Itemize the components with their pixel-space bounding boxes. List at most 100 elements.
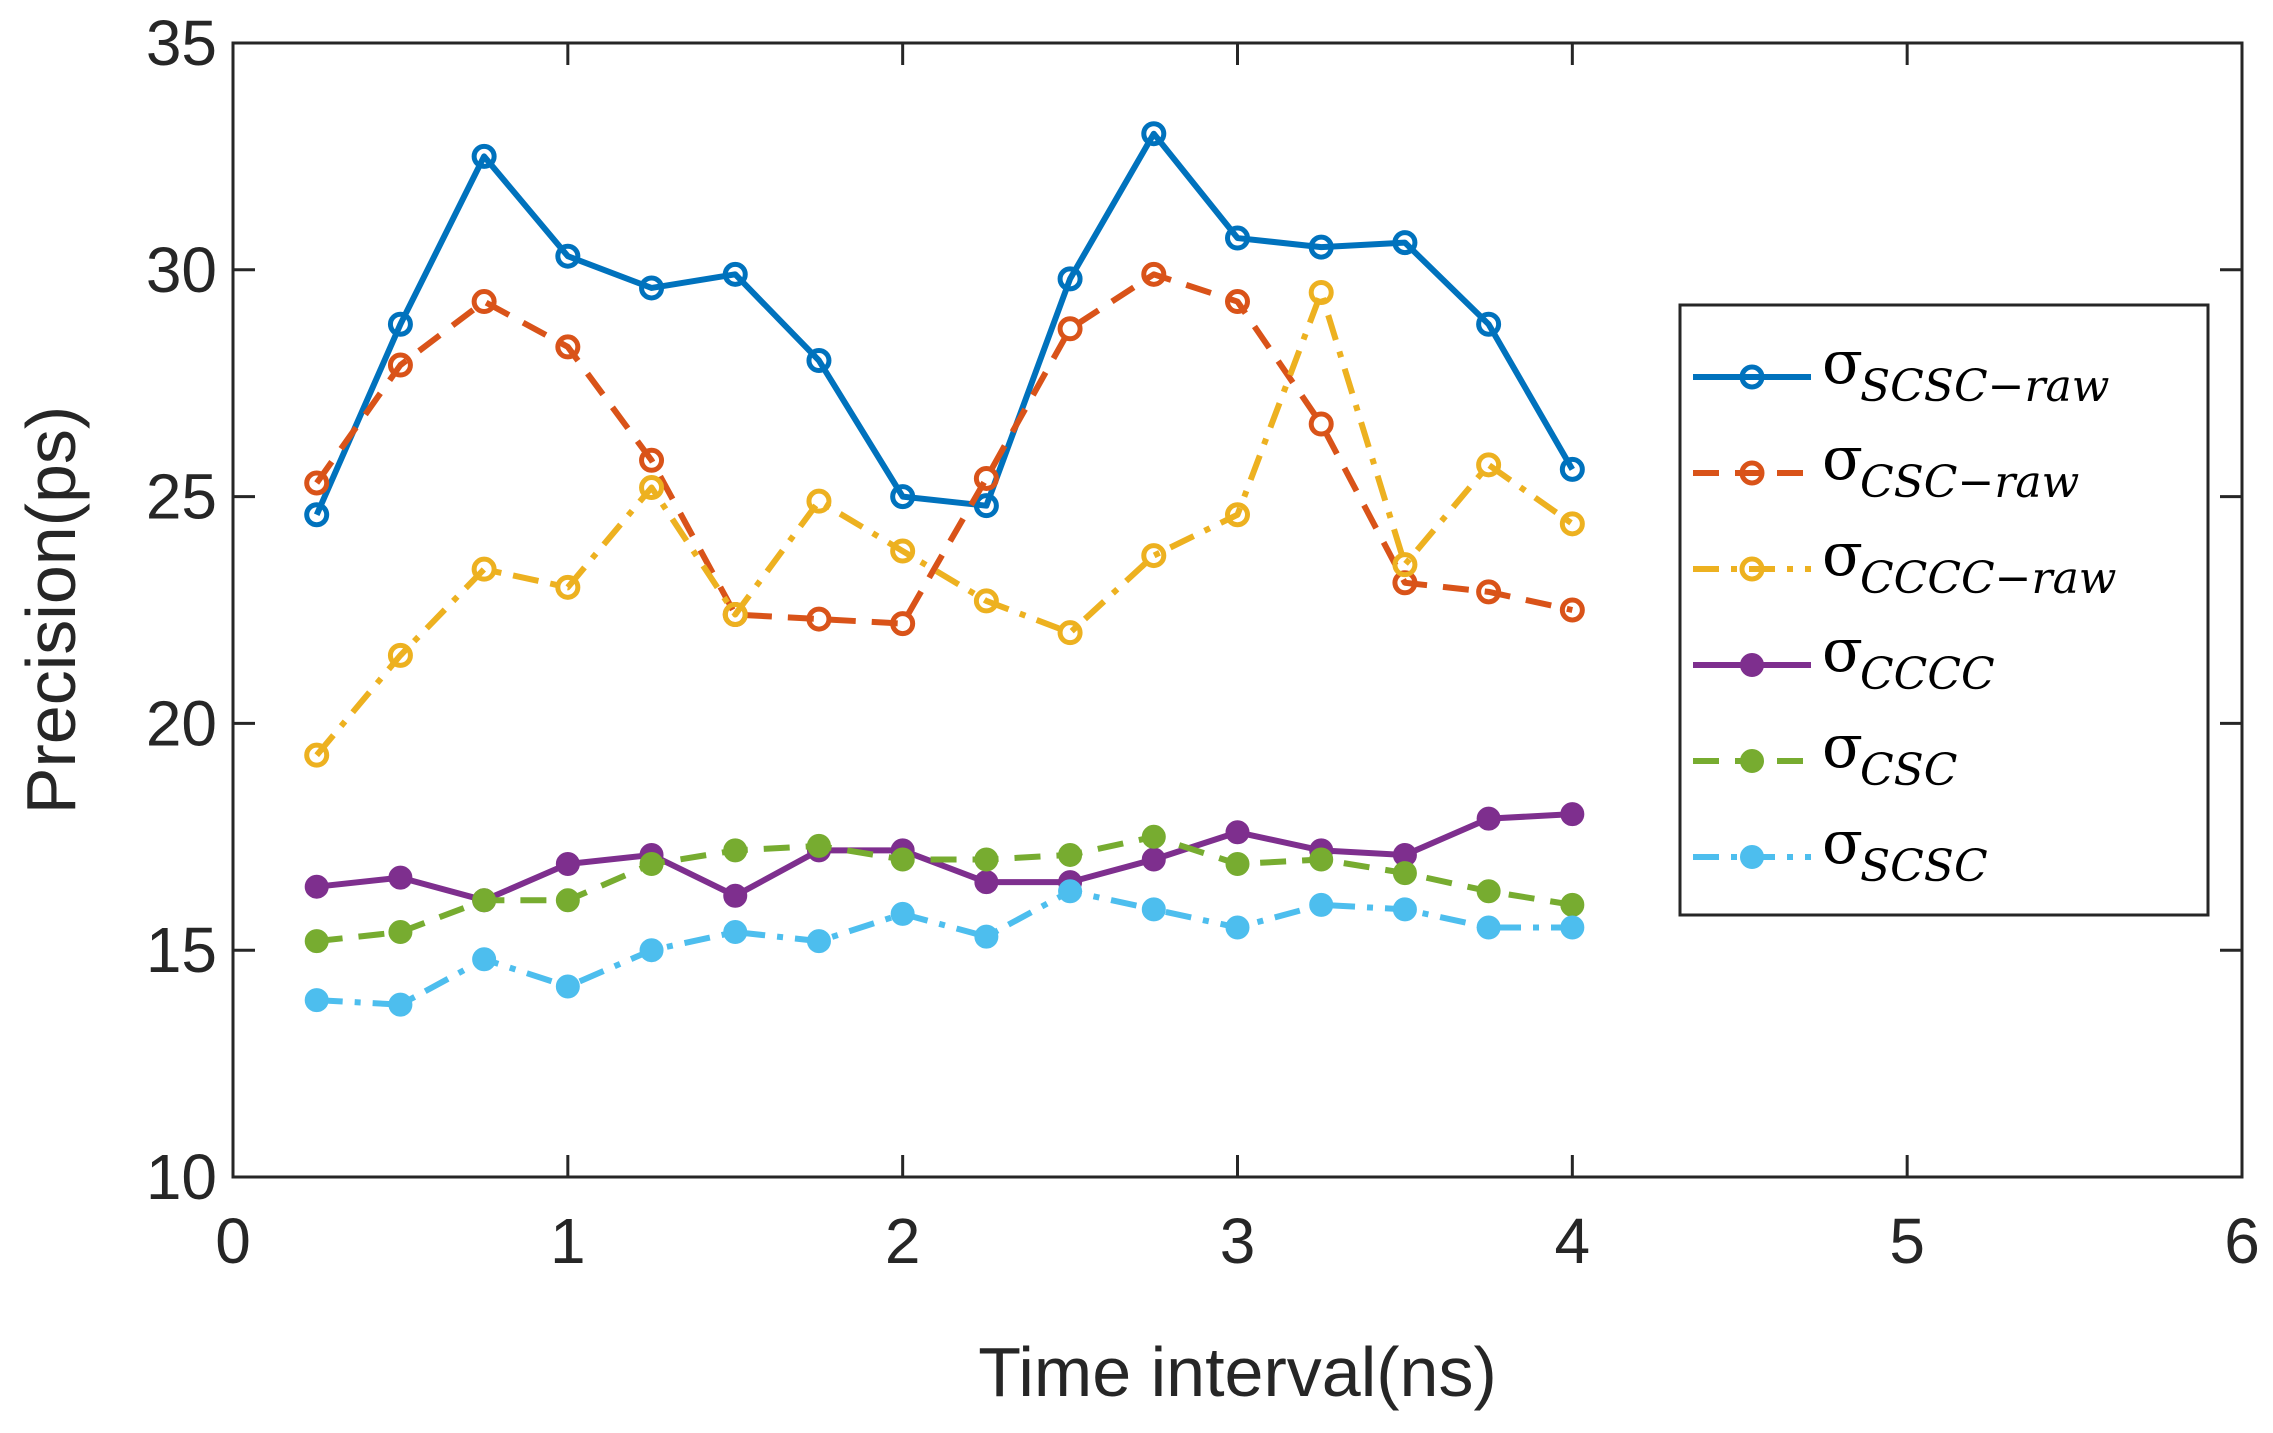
x-tick-label: 5: [1889, 1205, 1925, 1277]
series-line: [316, 811, 1573, 904]
data-point: [1308, 279, 1334, 305]
data-point: [1392, 552, 1418, 578]
legend-subscript: CSC−raw: [1860, 457, 2079, 508]
data-point: [555, 852, 580, 877]
y-tick-label: 30: [146, 234, 217, 306]
legend-subscript: CCCC: [1860, 649, 1995, 700]
data-point: [974, 847, 999, 872]
data-point: [1559, 511, 1585, 537]
data-point: [1225, 225, 1250, 251]
data-point: [974, 870, 999, 895]
data-point: [973, 493, 999, 519]
data-point: [472, 947, 497, 972]
y-tick-label: 10: [146, 1141, 217, 1213]
data-point: [1476, 806, 1501, 831]
series-3: [304, 279, 1585, 768]
data-point: [890, 538, 916, 564]
data-point: [639, 447, 665, 473]
x-tick-label: 0: [215, 1205, 251, 1277]
data-point: [890, 611, 916, 637]
data-point: [1476, 579, 1502, 605]
data-point: [1476, 452, 1502, 478]
legend-subscript: CCCC−raw: [1860, 553, 2116, 604]
data-point: [722, 602, 748, 628]
data-point: [723, 883, 748, 908]
legend-subscript: SCSC: [1860, 841, 1988, 892]
data-point: [388, 920, 413, 945]
data-point: [1141, 261, 1167, 287]
data-point: [1476, 311, 1502, 337]
legend-marker: [1739, 556, 1765, 582]
data-point: [1392, 230, 1418, 256]
data-point: [1225, 289, 1250, 315]
series-6: [304, 879, 1585, 1017]
data-point: [1560, 802, 1585, 827]
data-point: [1141, 824, 1166, 849]
data-point: [974, 924, 999, 949]
data-point: [1476, 915, 1501, 940]
series-2: [304, 261, 1585, 637]
data-point: [1225, 502, 1250, 528]
data-point: [806, 833, 831, 858]
data-point: [1058, 842, 1083, 867]
legend-symbol: σ: [1822, 616, 1863, 686]
data-point: [555, 888, 580, 913]
data-point: [890, 847, 915, 872]
data-point: [387, 352, 413, 378]
data-point: [723, 838, 748, 863]
axis-ticks: [231, 41, 2244, 1179]
legend-symbol: σ: [1822, 424, 1863, 494]
data-point: [1392, 897, 1417, 922]
legend-box: [1678, 303, 2210, 917]
data-point: [1141, 121, 1167, 147]
data-point: [304, 874, 329, 899]
data-point: [1560, 915, 1585, 940]
data-point: [555, 574, 581, 600]
legend-symbol: σ: [1822, 808, 1863, 878]
data-point: [639, 852, 664, 877]
data-point: [722, 261, 748, 287]
x-tick-label: 6: [2224, 1205, 2260, 1277]
data-point: [890, 484, 916, 510]
axis-tick-labels: 0 1 2 3 4 5 6 10 15 20 25 30 35: [146, 7, 2260, 1277]
data-point: [1225, 820, 1250, 845]
data-point: [304, 929, 329, 954]
data-point: [472, 888, 497, 913]
series-line: [313, 130, 1575, 516]
data-point: [806, 348, 832, 374]
y-tick-label: 25: [146, 461, 217, 533]
data-point: [806, 488, 832, 514]
data-point: [639, 475, 665, 501]
y-tick-label: 20: [146, 687, 217, 759]
data-point: [1057, 316, 1083, 342]
data-point: [387, 311, 413, 337]
data-point: [1225, 852, 1250, 877]
series-line: [316, 833, 1573, 945]
data-point: [973, 588, 999, 614]
data-point: [1225, 915, 1250, 940]
data-point: [304, 742, 330, 768]
data-point: [555, 974, 580, 999]
y-tick-label: 15: [146, 914, 217, 986]
legend-symbol: σ: [1822, 520, 1863, 590]
data-point: [1392, 861, 1417, 886]
legend-symbol: σ: [1822, 328, 1863, 398]
data-point: [639, 938, 664, 963]
data-point: [1308, 411, 1334, 437]
data-point: [1141, 897, 1166, 922]
data-point: [1309, 892, 1334, 917]
legend-marker: [1739, 364, 1765, 390]
series-line: [314, 271, 1573, 627]
data-point: [806, 929, 831, 954]
series-line: [314, 289, 1575, 758]
legend-marker: [1740, 653, 1764, 677]
data-point: [1309, 847, 1334, 872]
x-tick-label: 1: [550, 1205, 586, 1277]
data-point: [1141, 847, 1166, 872]
